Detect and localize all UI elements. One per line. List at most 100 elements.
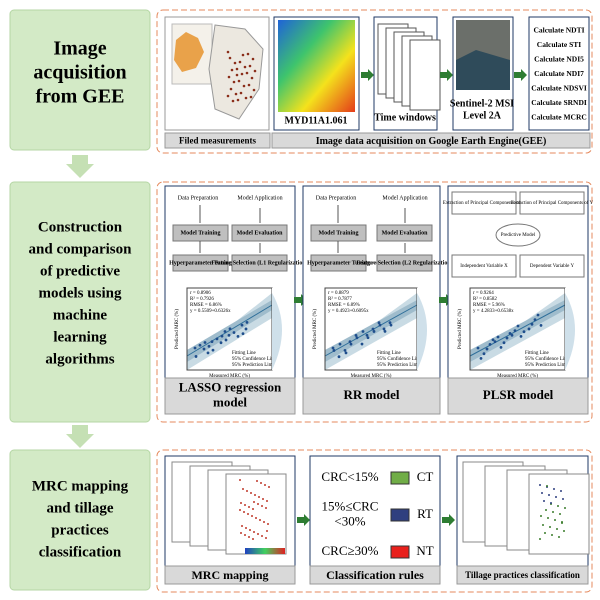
class-swatch — [390, 508, 410, 522]
step-label: practices — [51, 522, 109, 538]
map-point — [563, 530, 565, 532]
stat: RMSE = 6.89% — [328, 303, 360, 308]
class-label: CT — [417, 469, 434, 484]
point — [219, 341, 223, 345]
down-arrow — [66, 425, 94, 448]
fit-line — [324, 304, 418, 357]
step-label: MRC mapping — [32, 478, 129, 494]
map-point — [548, 494, 550, 496]
map-point — [539, 484, 541, 486]
map-point — [545, 509, 547, 511]
flow-label: Feature Selection (L2 Regularization) — [356, 259, 452, 266]
point — [488, 343, 492, 346]
flow-arrow — [337, 205, 406, 264]
flow-label: Hyperparameter Tuning — [169, 260, 232, 266]
map-point — [240, 72, 244, 76]
point — [530, 322, 534, 326]
map-point — [253, 501, 255, 503]
index-label: Calculate SRNDI — [531, 98, 587, 107]
point — [344, 351, 348, 355]
right-arrow — [440, 69, 453, 81]
caption: Filed measurements — [179, 136, 257, 146]
flow-box — [231, 224, 288, 242]
map-point — [240, 532, 242, 534]
map-point — [560, 490, 562, 492]
map-point — [241, 525, 243, 527]
map-point — [247, 83, 251, 87]
index-label: Calculate STI — [537, 40, 581, 49]
density — [565, 293, 575, 370]
map-point — [263, 521, 265, 523]
map-point — [233, 61, 237, 65]
map-point — [557, 505, 559, 507]
map-point — [239, 509, 241, 511]
stat: r = 0.9264 — [473, 291, 494, 296]
point — [337, 355, 341, 359]
map-point — [230, 68, 234, 72]
point — [202, 347, 206, 351]
map-point — [229, 87, 233, 91]
time-layer — [409, 39, 441, 111]
map-point — [252, 538, 254, 540]
caption: Tillage practices classification — [465, 570, 580, 580]
stat: R² = 0.8582 — [473, 296, 497, 302]
map-point — [234, 92, 238, 96]
flow-box — [519, 191, 585, 215]
map-point — [245, 71, 249, 75]
legend-label: Fitting Line — [377, 351, 402, 356]
flow-label: Data Preparation — [316, 195, 356, 201]
flow-node — [495, 223, 541, 247]
map-point — [242, 488, 244, 490]
map-point — [244, 96, 248, 100]
map-point — [266, 500, 268, 502]
point — [482, 352, 486, 356]
map-point — [240, 502, 242, 504]
legend-label: 95% Confidence Limit — [377, 357, 423, 362]
rule-condition: CRC<15% — [321, 469, 378, 484]
flow-label: Extraction of Principal Components of Y — [511, 201, 594, 206]
map-point — [236, 98, 240, 102]
map-point — [546, 485, 548, 487]
map-point — [247, 513, 249, 515]
map-point — [248, 506, 250, 508]
point — [522, 330, 526, 334]
caption-bar — [271, 132, 591, 149]
stat: y = 4.2833+0.6538x — [473, 309, 514, 314]
flow-label: Hyperparameter Tuning — [307, 260, 370, 266]
map-point — [547, 517, 549, 519]
map-point — [244, 534, 246, 536]
color-ramp — [245, 548, 285, 554]
stat: RMSE = 6.86% — [190, 303, 222, 308]
legend-label: 95% Confidence Limit — [232, 357, 278, 362]
index-label: Calculate NDSVI — [531, 84, 587, 93]
rule-condition: CRC≥30% — [322, 543, 379, 558]
point — [491, 338, 495, 342]
point — [244, 327, 248, 331]
caption: PLSR model — [483, 387, 554, 402]
flow-arrow — [199, 205, 261, 264]
map-point — [259, 519, 261, 521]
map-point — [257, 533, 259, 535]
point — [241, 332, 245, 335]
index-label: Calculate NDI7 — [534, 69, 584, 78]
fit-line — [469, 304, 566, 357]
point — [207, 344, 211, 348]
map-point — [260, 482, 262, 484]
point — [378, 323, 382, 327]
map-point — [243, 65, 247, 69]
image-label: MYD11A1.061 — [284, 115, 347, 126]
point — [349, 342, 353, 346]
caption: Classification rules — [326, 568, 424, 582]
map-point — [235, 67, 239, 71]
point — [476, 346, 480, 350]
map-point — [552, 511, 554, 513]
map-point — [257, 503, 259, 505]
down-arrow — [66, 155, 94, 178]
stat: R² = 0.7926 — [190, 296, 214, 302]
caption: model — [213, 394, 247, 409]
right-arrow — [297, 514, 310, 526]
point — [343, 349, 347, 352]
point — [539, 323, 543, 327]
point — [361, 330, 365, 333]
